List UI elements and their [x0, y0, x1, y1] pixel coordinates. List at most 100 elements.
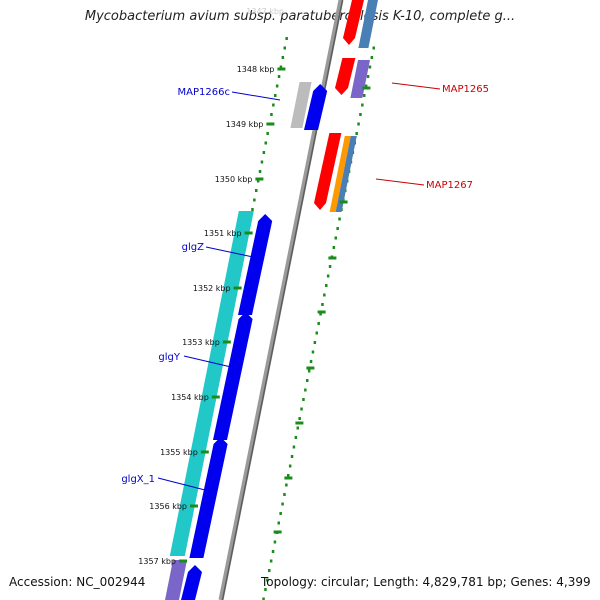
guide-dot-right [332, 246, 336, 249]
guide-dot-right [296, 426, 299, 430]
label-line-MAP1267 [375, 178, 425, 186]
guide-dot-left [274, 94, 277, 97]
guide-dot-left [253, 198, 256, 202]
guide-dot-left [262, 151, 266, 154]
guide-dot-left [251, 208, 254, 211]
guide-dot-right [300, 407, 303, 411]
guide-dot-right [361, 103, 364, 107]
guide-dot-right [315, 331, 318, 335]
tick-label: 1355 kbp [160, 448, 198, 457]
guide-dot-left [266, 132, 269, 135]
guide-dot-left [281, 56, 285, 59]
guide-dot-right [325, 284, 328, 287]
guide-dot-right [307, 369, 311, 373]
gene-label-MAP1267[interactable]: MAP1267 [426, 180, 473, 191]
feature-MAP1267-orange[interactable] [329, 136, 351, 212]
tick-label: 1351 kbp [204, 229, 242, 238]
guide-dot-right [281, 502, 284, 506]
guide-dot-right [262, 597, 265, 600]
guide-dot-right [319, 312, 322, 316]
guide-dot-right [306, 379, 309, 382]
gene-label-glgX_1[interactable]: glgX_1 [121, 474, 155, 485]
guide-dot-right [363, 94, 366, 97]
gene-labels[interactable]: MAP1266c MAP1265 MAP1267 glgZ glgY glgX_1 [121, 82, 489, 491]
guide-dot-right [368, 65, 372, 69]
accession-text: Accession: NC_002944 [9, 575, 146, 589]
label-line-glgZ [205, 246, 254, 258]
guide-dot-right [357, 122, 360, 126]
guide-dot-left [260, 160, 264, 164]
guide-dot-right [287, 474, 290, 477]
guide-dot-left [272, 103, 275, 107]
topology-text: Topology: circular; Length: 4,829,781 bp… [261, 575, 591, 589]
feature-slate-bottom[interactable] [165, 560, 187, 600]
guide-dot-right [298, 417, 301, 420]
guide-dot-right [279, 512, 282, 515]
feature-glgZ[interactable] [238, 214, 273, 315]
label-line-glgX_1 [157, 477, 206, 491]
feature-gray[interactable] [290, 82, 312, 128]
tick-label: 1357 kbp [138, 557, 176, 566]
guide-dot-right [366, 75, 370, 78]
map-title: Mycobacterium avium subsp. paratuberculo… [84, 9, 516, 24]
guide-dot-right [336, 227, 339, 230]
feature-glgZ-cyan[interactable] [169, 211, 254, 556]
feature-MAP1266c[interactable] [304, 84, 328, 130]
guide-dot-right [323, 293, 326, 297]
gene-label-glgZ[interactable]: glgZ [182, 242, 204, 253]
tick-label: 1353 kbp [182, 338, 220, 347]
tick-label-faded: 1347 kbp [246, 7, 284, 16]
guide-dot-left [285, 37, 288, 40]
guide-dot-right [292, 445, 296, 449]
feature-blue-bottom[interactable] [181, 565, 202, 600]
scale-ticks: 1348 kbp 1349 kbp 1350 kbp 1351 kbp 1352 kbp… [138, 7, 371, 566]
guide-dot-left [275, 84, 279, 88]
gene-label-MAP1266c[interactable]: MAP1266c [178, 87, 230, 98]
guide-dot-right [304, 388, 307, 392]
guide-dot-right [328, 265, 332, 268]
label-line-glgY [183, 355, 232, 368]
guide-dot-right [269, 559, 273, 563]
guide-dot-left [279, 65, 283, 69]
guide-dot-right [273, 540, 277, 544]
guide-dot-right [268, 569, 271, 572]
tick-label: 1354 kbp [171, 393, 209, 402]
guide-dot-right [309, 360, 313, 363]
feature-glgY[interactable] [213, 312, 253, 440]
feature-MAP1267-steel[interactable] [335, 136, 357, 212]
guide-dot-right [359, 113, 362, 116]
guide-dot-right [264, 588, 267, 591]
guide-dot-right [285, 483, 288, 487]
guide-dot-right [271, 550, 275, 553]
guide-dot-left [255, 189, 258, 192]
guide-dot-left [270, 113, 273, 116]
feature-MAP1267-red[interactable] [314, 133, 342, 210]
guide-dot-right [266, 578, 269, 582]
guide-dot-left [264, 141, 267, 145]
guide-dot-right [288, 464, 292, 468]
feature-MAP1265[interactable] [335, 58, 356, 95]
feature-red-top[interactable] [343, 0, 364, 45]
feature-steelblue-top[interactable] [358, 0, 378, 48]
tick-label: 1348 kbp [237, 65, 275, 74]
guide-dot-right [294, 436, 298, 439]
gene-label-MAP1265[interactable]: MAP1265 [442, 84, 489, 95]
gene-features[interactable] [165, 0, 378, 600]
gene-label-glgY[interactable]: glgY [158, 352, 180, 363]
guide-dot-right [364, 84, 368, 88]
guide-dot-right [321, 303, 324, 306]
tick-label: 1352 kbp [193, 284, 231, 293]
feature-glgX_1[interactable] [189, 437, 228, 558]
guide-dot-right [311, 350, 315, 354]
feature-slate-right[interactable] [350, 60, 370, 98]
guide-dot-right [334, 236, 337, 240]
guide-dot-right [277, 521, 280, 525]
tick-label: 1349 kbp [226, 120, 264, 129]
guide-dot-left [283, 46, 286, 50]
guide-dot-right [317, 322, 320, 325]
guide-dot-left [258, 170, 262, 173]
guide-dot-left [256, 179, 260, 183]
guide-dot-right [290, 455, 294, 458]
guide-dot-right [302, 398, 305, 401]
